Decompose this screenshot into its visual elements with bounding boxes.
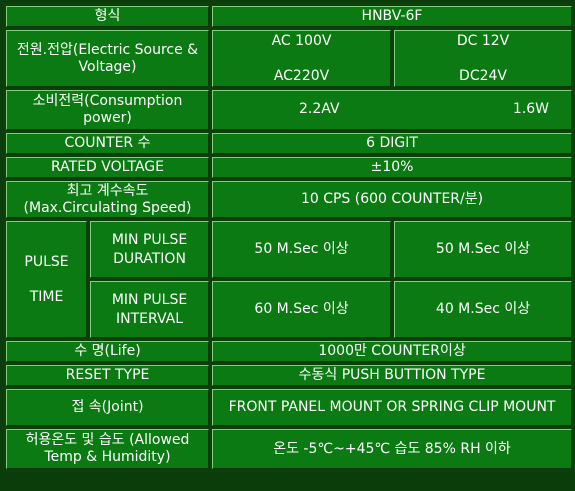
- joint-label: 접 속(Joint): [6, 389, 210, 426]
- row-rated-voltage: RATED VOLTAGE ±10%: [6, 157, 573, 178]
- power-dc-cell: DC 12V DC24V: [394, 30, 573, 87]
- min-pulse-duration-line2: DURATION: [113, 250, 186, 267]
- min-pulse-interval-dc-value: 40 M.Sec 이상: [394, 281, 573, 338]
- row-temp-humidity: 허용온도 및 습도 (Allowed Temp & Humidity) 온도 -…: [6, 429, 573, 469]
- spec-table-container: 형식 HNBV-6F 전원.전압(Electric Source & Volta…: [3, 3, 575, 472]
- row-reset-type: RESET TYPE 수동식 PUSH BUTTION TYPE: [6, 365, 573, 386]
- power-ac-bottom: AC220V: [273, 67, 330, 84]
- min-pulse-interval-line2: INTERVAL: [115, 310, 184, 327]
- life-label: 수 명(Life): [6, 341, 210, 362]
- max-speed-label-line1: 최고 계수속도: [66, 182, 149, 199]
- life-value: 1000만 COUNTER이상: [212, 341, 573, 362]
- consumption-ac-value: 2.2AV: [299, 101, 340, 117]
- max-speed-value: 10 CPS (600 COUNTER/분): [212, 181, 573, 218]
- pulse-time-label-line2: TIME: [29, 288, 64, 305]
- row-min-pulse-duration: PULSE TIME MIN PULSE DURATION 50 M.Sec 이…: [6, 221, 573, 338]
- row-counter: COUNTER 수 6 DIGIT: [6, 133, 573, 154]
- pulse-time-label-line1: PULSE: [24, 253, 69, 270]
- consumption-dc-value: 1.6W: [512, 101, 550, 117]
- temp-humidity-value: 온도 -5℃~+45℃ 습도 85% RH 이하: [212, 429, 573, 469]
- min-pulse-interval-label-cell: MIN PULSE INTERVAL: [90, 281, 210, 338]
- min-pulse-duration-dc-value: 50 M.Sec 이상: [394, 221, 573, 278]
- row-joint: 접 속(Joint) FRONT PANEL MOUNT OR SPRING C…: [6, 389, 573, 426]
- spec-table: 형식 HNBV-6F 전원.전압(Electric Source & Volta…: [3, 3, 575, 472]
- reset-type-label: RESET TYPE: [6, 365, 210, 386]
- row-consumption: 소비전력(Consumption power) 2.2AV 1.6W: [6, 90, 573, 130]
- row-model: 형식 HNBV-6F: [6, 6, 573, 27]
- reset-type-value: 수동식 PUSH BUTTION TYPE: [212, 365, 573, 386]
- power-label: 전원.전압(Electric Source & Voltage): [6, 30, 210, 87]
- model-value: HNBV-6F: [212, 6, 573, 27]
- counter-label: COUNTER 수: [6, 133, 210, 154]
- max-speed-label-line2: (Max.Circulating Speed): [23, 199, 192, 216]
- consumption-value-cell: 2.2AV 1.6W: [212, 90, 573, 130]
- model-label: 형식: [6, 6, 210, 27]
- min-pulse-interval-ac-value: 60 M.Sec 이상: [212, 281, 392, 338]
- consumption-label: 소비전력(Consumption power): [6, 90, 210, 130]
- power-ac-cell: AC 100V AC220V: [212, 30, 392, 87]
- rated-voltage-label: RATED VOLTAGE: [6, 157, 210, 178]
- power-dc-bottom: DC24V: [459, 67, 507, 84]
- row-life: 수 명(Life) 1000만 COUNTER이상: [6, 341, 573, 362]
- row-power: 전원.전압(Electric Source & Voltage) AC 100V…: [6, 30, 573, 87]
- min-pulse-duration-line1: MIN PULSE: [111, 231, 188, 248]
- counter-value: 6 DIGIT: [212, 133, 573, 154]
- rated-voltage-value: ±10%: [212, 157, 573, 178]
- joint-value: FRONT PANEL MOUNT OR SPRING CLIP MOUNT: [212, 389, 573, 426]
- row-min-pulse-interval: MIN PULSE INTERVAL 60 M.Sec 이상 40 M.Sec …: [6, 281, 573, 338]
- min-pulse-duration-label-cell: MIN PULSE DURATION: [90, 221, 210, 278]
- max-speed-label-cell: 최고 계수속도 (Max.Circulating Speed): [6, 181, 210, 218]
- power-dc-top: DC 12V: [456, 32, 510, 49]
- power-ac-top: AC 100V: [271, 32, 332, 49]
- min-pulse-interval-line1: MIN PULSE: [111, 291, 188, 308]
- temp-humidity-label: 허용온도 및 습도 (Allowed Temp & Humidity): [6, 429, 210, 469]
- pulse-time-label-cell: PULSE TIME: [6, 221, 87, 338]
- min-pulse-duration-ac-value: 50 M.Sec 이상: [212, 221, 392, 278]
- row-max-speed: 최고 계수속도 (Max.Circulating Speed) 10 CPS (…: [6, 181, 573, 218]
